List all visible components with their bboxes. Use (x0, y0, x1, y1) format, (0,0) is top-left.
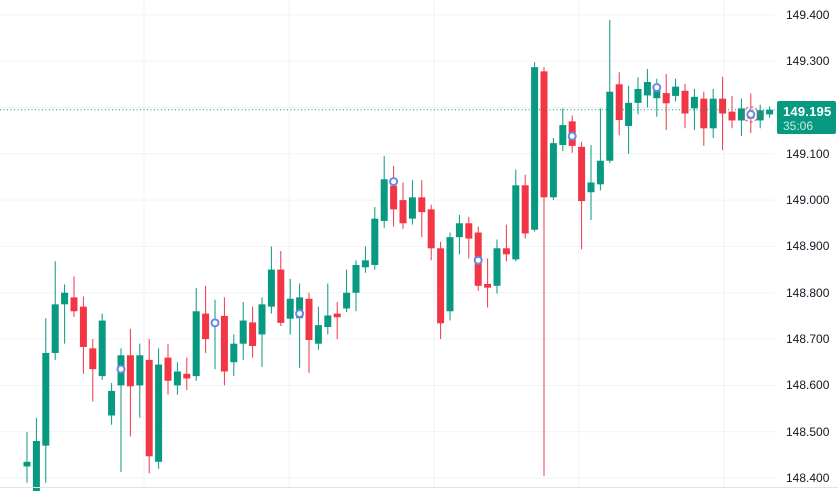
candle-down (681, 90, 689, 114)
candle-up (352, 264, 360, 293)
candle-down (164, 357, 172, 381)
candle-up (314, 325, 322, 344)
candle-up (634, 88, 642, 103)
candle-down (220, 315, 228, 372)
candle-up (625, 102, 633, 126)
candle-up (230, 343, 238, 363)
candle-up (98, 320, 106, 377)
bar-countdown: 35:06 (783, 118, 814, 133)
candle-up (286, 298, 294, 319)
price-axis-label: 149.000 (786, 193, 830, 208)
candle-up (766, 109, 774, 115)
candle-up (136, 355, 144, 386)
candle-down (89, 348, 97, 370)
candle-up (51, 304, 59, 353)
candle-up (493, 248, 501, 286)
trade-marker-icon[interactable] (473, 255, 483, 265)
candle-up (258, 304, 266, 335)
candle-up (324, 315, 332, 328)
candle-up (239, 320, 247, 344)
candle-up (23, 461, 31, 467)
candle-up (343, 292, 351, 309)
candle-up (690, 96, 698, 109)
candle-down (578, 146, 586, 202)
candle-up (643, 81, 651, 96)
candle-up (408, 197, 416, 219)
trade-marker-icon[interactable] (210, 318, 220, 328)
candle-up (756, 110, 764, 121)
candle-up (549, 143, 557, 198)
candle-up (42, 352, 50, 446)
candle-down (418, 197, 426, 213)
price-axis-label: 148.800 (786, 285, 830, 300)
price-axis-label: 148.500 (786, 424, 830, 439)
candle-up (531, 67, 539, 230)
candle-up (737, 108, 745, 121)
trade-marker-icon[interactable] (389, 177, 399, 187)
candle-up (32, 440, 40, 491)
candle-down (502, 248, 510, 255)
candle-down (305, 298, 313, 340)
candle-up (587, 182, 595, 193)
candle-up (455, 223, 463, 238)
candle-down (484, 283, 492, 288)
candle-up (446, 237, 454, 312)
candle-down (427, 209, 435, 249)
trade-marker-icon[interactable] (116, 364, 126, 374)
trade-marker-icon[interactable] (652, 83, 662, 93)
candle-down (202, 313, 210, 340)
candle-down (399, 200, 407, 224)
candle-up (61, 292, 69, 305)
candle-up (192, 311, 200, 377)
candle-down (521, 185, 529, 234)
candle-up (559, 125, 567, 145)
price-axis-label: 148.900 (786, 239, 830, 254)
candle-down (437, 248, 445, 324)
candle-up (606, 91, 614, 161)
candle-down (126, 355, 134, 387)
price-axis-label: 149.400 (786, 7, 830, 22)
last-price-value: 149.195 (783, 103, 832, 119)
candle-up (512, 185, 520, 260)
candle-up (709, 98, 717, 129)
candle-up (672, 86, 680, 96)
trade-marker-icon[interactable] (746, 109, 756, 119)
candle-up (380, 179, 388, 221)
candle-down (183, 373, 191, 379)
candle-down (277, 269, 285, 323)
candle-up (361, 260, 369, 268)
candle-up (371, 218, 379, 265)
candle-up (267, 269, 275, 307)
candle-down (700, 98, 708, 129)
price-axis-label: 149.100 (786, 146, 830, 161)
candle-down (390, 185, 398, 210)
price-axis-label: 148.700 (786, 332, 830, 347)
candle-down (70, 297, 78, 312)
candle-down (615, 84, 623, 120)
price-axis-label: 148.400 (786, 471, 830, 486)
price-axis-label: 148.600 (786, 378, 830, 393)
candle-down (540, 71, 548, 198)
trade-marker-icon[interactable] (567, 131, 577, 141)
candle-up (596, 160, 604, 185)
candle-up (108, 390, 116, 416)
candle-down (333, 313, 341, 318)
candle-down (249, 322, 257, 347)
last-price-badge: 149.195 35:06 (777, 101, 836, 134)
highlight-dashed-circle-icon (742, 106, 759, 123)
candle-down (662, 93, 670, 104)
candle-down (719, 98, 727, 114)
candle-up (155, 364, 163, 462)
candle-down (79, 306, 87, 347)
trade-marker-icon[interactable] (295, 309, 305, 319)
price-axis-label: 149.300 (786, 54, 830, 69)
candle-up (173, 371, 181, 386)
candle-down (145, 359, 153, 457)
candle-down (465, 223, 473, 239)
candle-down (728, 111, 736, 121)
candle-up (296, 297, 304, 319)
price-axis[interactable]: 149.400 149.300 149.100 149.000 148.900 148.8… (775, 0, 838, 487)
